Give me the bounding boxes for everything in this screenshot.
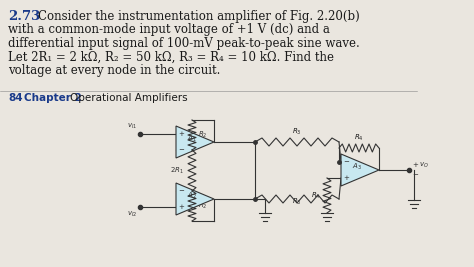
Polygon shape	[341, 154, 379, 186]
Text: voltage at every node in the circuit.: voltage at every node in the circuit.	[8, 64, 220, 77]
Text: $R_3$: $R_3$	[292, 127, 302, 137]
Text: 84: 84	[8, 93, 23, 103]
Polygon shape	[176, 183, 214, 215]
Text: $A_1$: $A_1$	[187, 134, 197, 144]
Text: $v_{I2}$: $v_{I2}$	[127, 210, 137, 219]
Text: −: −	[178, 188, 184, 194]
Text: +: +	[178, 131, 184, 137]
Text: Operational Amplifiers: Operational Amplifiers	[70, 93, 188, 103]
Text: $A_2$: $A_2$	[187, 191, 197, 201]
Text: +: +	[343, 175, 349, 181]
Text: $2R_1$: $2R_1$	[170, 165, 184, 176]
Text: differential input signal of 100-mV peak-to-peak sine wave.: differential input signal of 100-mV peak…	[8, 37, 360, 50]
Text: with a common-mode input voltage of +1 V (dc) and a: with a common-mode input voltage of +1 V…	[8, 23, 330, 37]
Text: $v_{I1}$: $v_{I1}$	[127, 122, 137, 131]
Polygon shape	[176, 126, 214, 158]
Text: +: +	[178, 204, 184, 210]
Text: Let 2R₁ = 2 kΩ, R₂ = 50 kΩ, R₃ = R₄ = 10 kΩ. Find the: Let 2R₁ = 2 kΩ, R₂ = 50 kΩ, R₃ = R₄ = 10…	[8, 50, 334, 64]
Text: $R_3$: $R_3$	[292, 197, 302, 207]
Text: Chapter 2: Chapter 2	[24, 93, 82, 103]
Text: $A_3$: $A_3$	[352, 162, 362, 172]
Text: Consider the instrumentation amplifier of Fig. 2.20(b): Consider the instrumentation amplifier o…	[38, 10, 360, 23]
Text: 2.73: 2.73	[8, 10, 40, 23]
Text: $R_4$: $R_4$	[354, 133, 364, 143]
Text: $v_O$: $v_O$	[419, 160, 429, 170]
Text: −: −	[178, 147, 184, 153]
Text: +: +	[412, 162, 418, 168]
Text: $R_2$: $R_2$	[198, 201, 208, 211]
Text: −: −	[412, 172, 418, 178]
Text: $R_4$: $R_4$	[311, 190, 321, 201]
Text: $R_2$: $R_2$	[198, 130, 208, 140]
Text: −: −	[343, 159, 349, 165]
